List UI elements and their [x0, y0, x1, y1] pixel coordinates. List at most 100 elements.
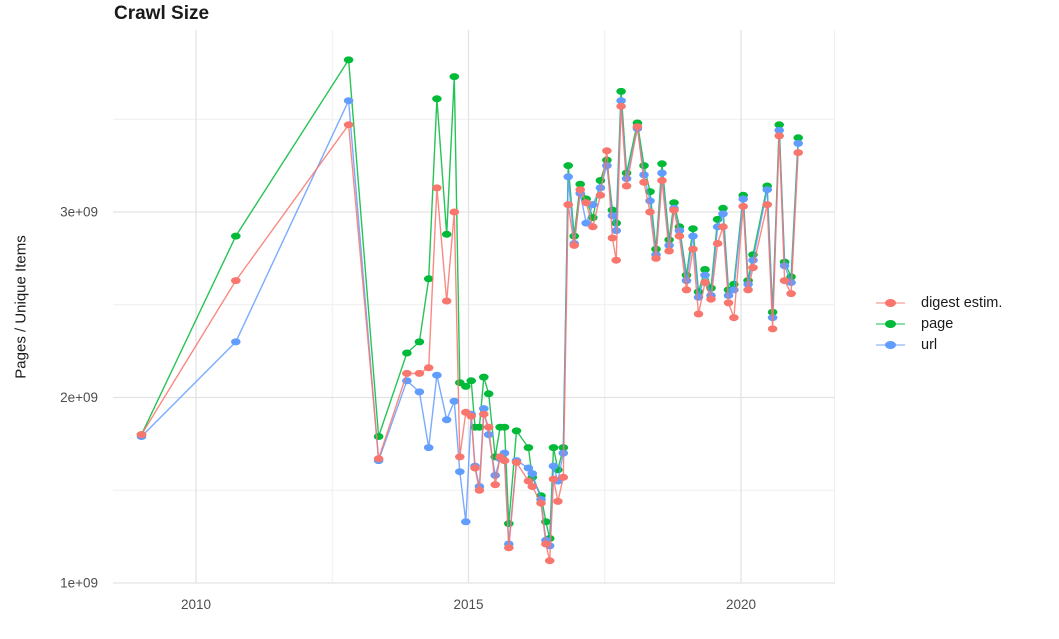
page-point: [523, 444, 534, 452]
url-point: [414, 388, 425, 396]
url-point: [657, 169, 667, 177]
y-tick-label: 3e+09: [60, 205, 98, 220]
url-point: [527, 470, 538, 478]
page-point: [231, 232, 241, 240]
url-point: [700, 271, 710, 279]
digest-point: [548, 475, 559, 483]
page-point: [449, 73, 460, 81]
page-point: [373, 433, 384, 440]
digest-point: [693, 310, 704, 318]
digest-point: [402, 369, 412, 377]
digest-point: [449, 208, 460, 216]
digest-point: [136, 431, 147, 439]
url-point: [607, 212, 618, 220]
digest-point: [558, 473, 569, 481]
page-point: [688, 225, 698, 233]
page-point: [669, 199, 679, 207]
url-point: [441, 416, 452, 424]
y-tick-label: 2e+09: [60, 390, 98, 405]
digest-point: [774, 132, 784, 140]
digest-point: [581, 199, 591, 207]
url-point: [595, 184, 606, 192]
digest-point: [657, 177, 667, 184]
url-point: [581, 219, 591, 227]
digest-point: [588, 223, 598, 231]
digest-point: [470, 464, 480, 472]
y-axis-title: Pages / Unique Items: [12, 235, 30, 379]
page-point: [548, 444, 559, 452]
digest-point: [544, 557, 555, 565]
page-point: [343, 56, 354, 64]
url-point: [490, 471, 501, 479]
legend-label: page: [921, 315, 954, 332]
url-point: [423, 444, 434, 452]
digest-point: [511, 458, 522, 466]
digest-point: [738, 202, 748, 210]
digest-point: [373, 455, 384, 463]
digest-point: [621, 182, 632, 190]
url-point: [738, 195, 748, 203]
url-point: [461, 518, 471, 526]
digest-point: [569, 241, 579, 249]
digest-point: [479, 410, 489, 418]
page-point: [639, 162, 649, 170]
page-point: [499, 423, 510, 431]
page-point: [511, 427, 522, 435]
x-tick-label: 2015: [453, 597, 483, 612]
url-point: [793, 139, 803, 147]
digest-point: [423, 364, 434, 372]
url-point: [523, 464, 534, 472]
y-tick-label: 1e+09: [60, 576, 98, 591]
digest-point: [231, 277, 241, 285]
digest-point: [632, 123, 643, 131]
page-point: [479, 373, 489, 381]
digest-point: [779, 277, 790, 285]
page-point: [504, 520, 514, 528]
digest-point: [504, 544, 514, 552]
page-point: [474, 423, 485, 431]
digest-point: [414, 369, 425, 377]
page-point: [575, 180, 585, 188]
page-point: [432, 95, 442, 103]
url-point: [674, 227, 685, 235]
page-point: [423, 275, 434, 283]
digest-point: [499, 457, 510, 465]
url-point: [616, 97, 626, 105]
digest-point: [563, 201, 573, 209]
legend-item-url: url: [876, 334, 1002, 355]
page-point: [657, 160, 667, 168]
digest-point: [681, 286, 692, 294]
digest-point: [723, 299, 734, 307]
page-point: [402, 349, 412, 357]
digest-point: [523, 477, 534, 485]
digest-point: [712, 240, 723, 247]
url-point: [639, 171, 649, 179]
chart-title: Crawl Size: [114, 3, 210, 24]
digest-point: [688, 245, 698, 253]
page-point: [414, 338, 425, 346]
page-point: [563, 162, 573, 170]
legend-item-digest: digest estim.: [876, 292, 1002, 313]
url-point: [681, 277, 692, 285]
url-point: [455, 468, 465, 476]
digest-point: [786, 290, 796, 298]
url-point: [483, 431, 494, 439]
digest-point: [748, 264, 758, 272]
digest-point: [664, 247, 674, 255]
url-point: [432, 371, 442, 379]
digest-point: [602, 147, 612, 155]
page-point: [774, 121, 784, 129]
page-point: [461, 382, 471, 390]
digest-point: [645, 208, 655, 216]
digest-point: [611, 256, 621, 264]
digest-point: [441, 297, 452, 305]
legend-label: digest estim.: [921, 294, 1003, 311]
url-point: [548, 462, 559, 470]
url-point: [343, 97, 354, 105]
digest-point: [762, 201, 772, 209]
url-point: [611, 227, 621, 235]
digest-point: [490, 481, 501, 489]
digest-point: [669, 206, 679, 214]
